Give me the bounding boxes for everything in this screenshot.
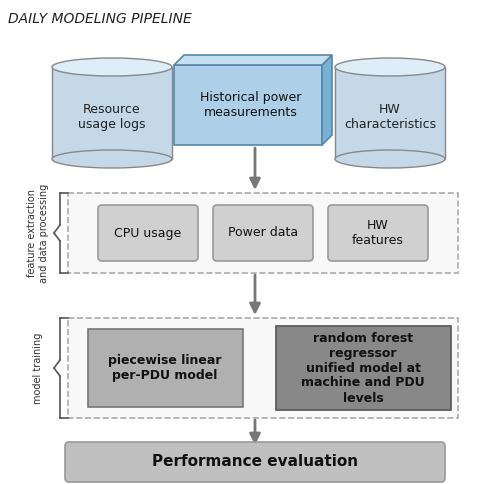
FancyBboxPatch shape (328, 205, 428, 261)
Bar (68, 318, 458, 418)
Ellipse shape (52, 150, 172, 168)
Bar (52, 67, 172, 159)
Text: Historical power
measurements: Historical power measurements (200, 91, 301, 119)
Polygon shape (174, 55, 332, 65)
Text: HW
features: HW features (352, 219, 404, 247)
Text: HW
characteristics: HW characteristics (344, 103, 436, 131)
Ellipse shape (335, 150, 445, 168)
FancyBboxPatch shape (98, 205, 198, 261)
Bar (174, 65, 322, 145)
Ellipse shape (52, 58, 172, 76)
Text: DAILY MODELING PIPELINE: DAILY MODELING PIPELINE (8, 12, 192, 26)
FancyBboxPatch shape (213, 205, 313, 261)
Text: feature extraction
and data processing: feature extraction and data processing (27, 183, 49, 283)
Bar (88, 329, 242, 407)
Text: Performance evaluation: Performance evaluation (152, 454, 358, 469)
Text: Resource
usage logs: Resource usage logs (78, 103, 146, 131)
Polygon shape (322, 55, 332, 145)
Bar (335, 67, 445, 159)
Text: random forest
regressor
unified model at
machine and PDU
levels: random forest regressor unified model at… (301, 332, 425, 405)
Text: CPU usage: CPU usage (114, 227, 182, 240)
Ellipse shape (335, 58, 445, 76)
FancyBboxPatch shape (65, 442, 445, 482)
Bar (68, 193, 458, 273)
Text: Power data: Power data (228, 227, 298, 240)
Text: model training: model training (33, 333, 43, 404)
Bar (275, 326, 451, 410)
Text: piecewise linear
per-PDU model: piecewise linear per-PDU model (108, 354, 222, 382)
